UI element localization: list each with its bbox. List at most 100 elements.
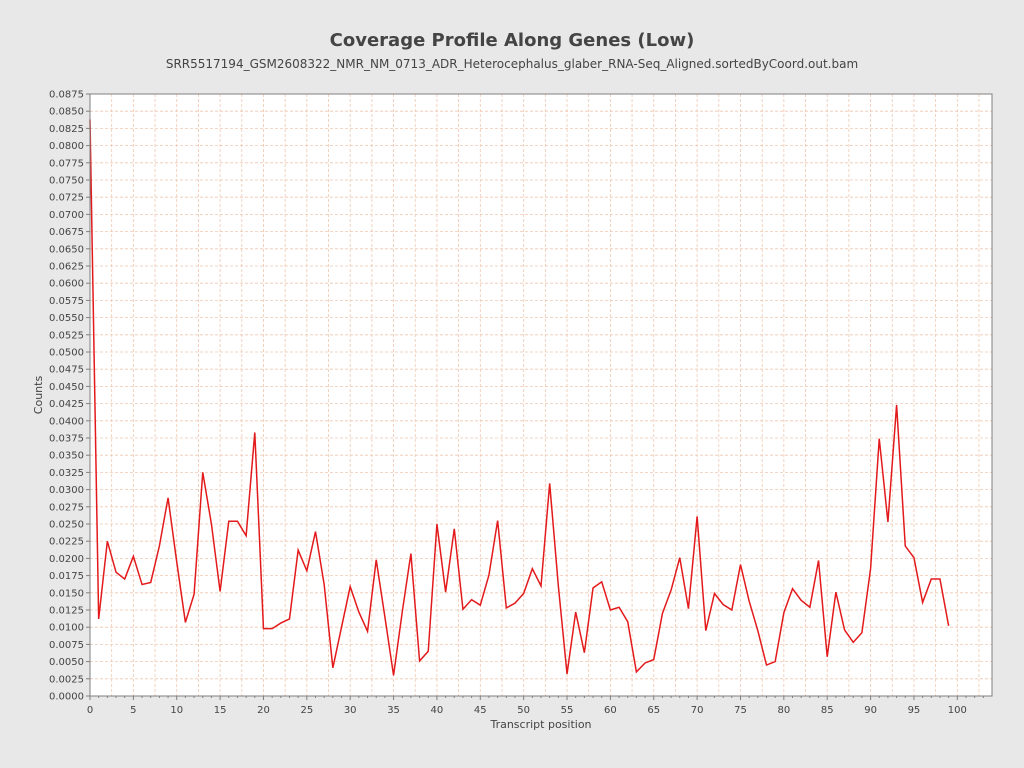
data-point [592,587,594,589]
data-point [574,611,576,613]
data-point [132,555,134,557]
data-point [895,404,897,406]
data-point [809,606,811,608]
data-point [418,660,420,662]
data-point [262,627,264,629]
y-tick-label: 0.0175 [49,571,84,582]
data-point [548,482,550,484]
x-tick-label: 25 [300,705,313,716]
data-point [722,603,724,605]
data-point [947,625,949,627]
data-point [731,609,733,611]
data-point [522,592,524,594]
data-point [150,581,152,583]
data-point [627,621,629,623]
x-tick-label: 0 [87,705,93,716]
data-point [653,658,655,660]
data-point [106,540,108,542]
y-tick-label: 0.0500 [49,348,84,359]
data-point [470,598,472,600]
data-point [505,607,507,609]
coverage-series-line [89,119,950,676]
data-point [939,578,941,580]
y-tick-label: 0.0275 [49,502,84,513]
plot-frame [89,93,993,697]
data-point [436,523,438,525]
data-point [679,557,681,559]
y-axis-label: Counts [32,376,45,415]
data-point [245,535,247,537]
x-tick-label: 75 [734,705,747,716]
data-point [115,571,117,573]
data-point [887,521,889,523]
x-tick-label: 45 [474,705,487,716]
y-tick-label: 0.0325 [49,468,84,479]
x-tick-label: 80 [777,705,790,716]
data-point [852,641,854,643]
data-point [488,574,490,576]
y-tick-label: 0.0675 [49,227,84,238]
series-layer [89,119,950,676]
data-point [306,570,308,572]
data-point [97,618,99,620]
data-point [609,609,611,611]
data-point [765,664,767,666]
data-point [392,674,394,676]
data-point [228,520,230,522]
data-point [644,662,646,664]
x-tick-label: 20 [257,705,270,716]
y-tick-label: 0.0650 [49,244,84,255]
data-point [869,568,871,570]
data-point [930,578,932,580]
axes: 0 5 10 15 20 25 30 35 40 45 50 55 60 65 70 75 80 85 90 95 10… [49,90,984,716]
y-tick-label: 0.0250 [49,520,84,531]
y-tick-label: 0.0125 [49,606,84,617]
y-tick-label: 0.0025 [49,674,84,685]
data-point [158,545,160,547]
data-point [193,593,195,595]
data-point [384,616,386,618]
x-tick-label: 5 [130,705,136,716]
data-point [176,561,178,563]
x-tick-label: 70 [691,705,704,716]
y-tick-label: 0.0775 [49,158,84,169]
data-point [774,660,776,662]
data-point [835,591,837,593]
data-point [297,549,299,551]
data-point [557,585,559,587]
data-point [583,651,585,653]
grid-lines [90,94,992,696]
data-point [800,599,802,601]
data-point [401,611,403,613]
data-point [913,557,915,559]
data-point [783,612,785,614]
y-tick-label: 0.0550 [49,313,84,324]
x-tick-label: 40 [431,705,444,716]
y-tick-label: 0.0800 [49,141,84,152]
x-tick-label: 55 [561,705,574,716]
x-tick-label: 35 [387,705,400,716]
data-point [271,627,273,629]
data-point [280,622,282,624]
y-tick-label: 0.0050 [49,657,84,668]
data-point [696,515,698,517]
x-tick-label: 95 [908,705,921,716]
x-axis-label: Transcript position [489,718,591,731]
x-tick-label: 65 [647,705,660,716]
y-tick-label: 0.0350 [49,451,84,462]
data-point [349,585,351,587]
data-point [739,563,741,565]
data-point [444,591,446,593]
data-point [366,630,368,632]
data-point [462,608,464,610]
x-tick-label: 50 [517,705,530,716]
data-point [757,629,759,631]
x-tick-label: 90 [864,705,877,716]
y-tick-label: 0.0475 [49,365,84,376]
data-point [826,656,828,658]
data-point [496,519,498,521]
y-tick-label: 0.0825 [49,124,84,135]
x-tick-label: 100 [948,705,967,716]
data-point [288,618,290,620]
